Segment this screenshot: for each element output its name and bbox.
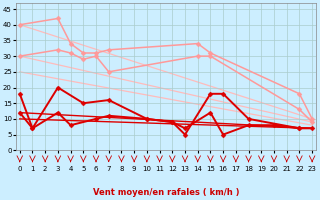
X-axis label: Vent moyen/en rafales ( km/h ): Vent moyen/en rafales ( km/h ) [93, 188, 239, 197]
